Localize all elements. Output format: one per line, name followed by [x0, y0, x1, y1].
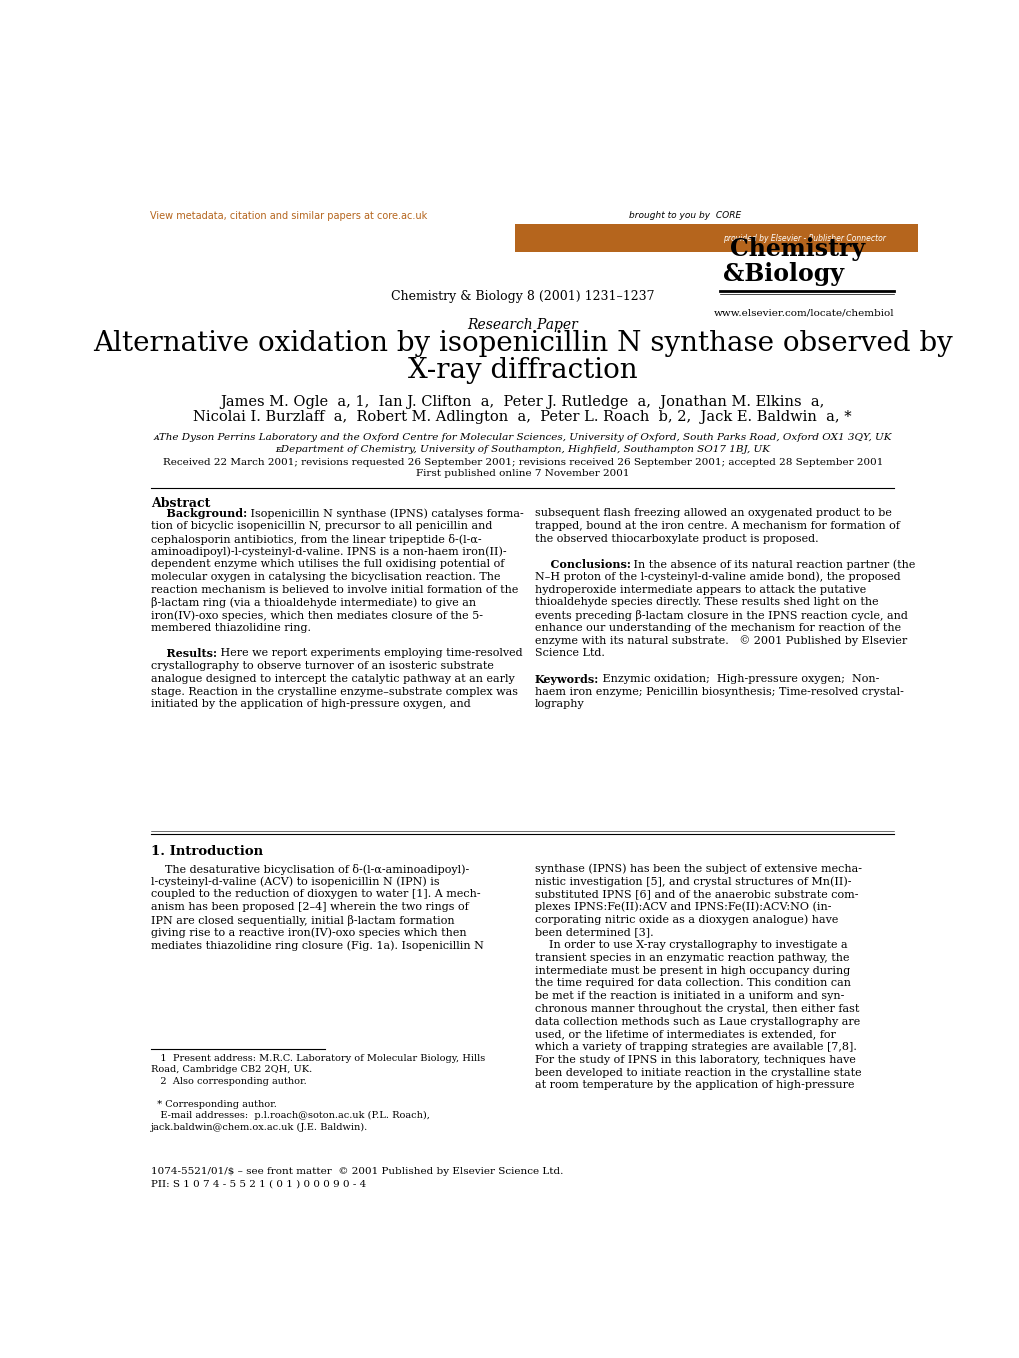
Text: www.elsevier.com/locate/chembiol: www.elsevier.com/locate/chembiol — [713, 308, 894, 318]
Text: l-cysteinyl-d-valine (ACV) to isopenicillin N (IPN) is: l-cysteinyl-d-valine (ACV) to isopenicil… — [151, 876, 439, 887]
Text: ᴀThe Dyson Perrins Laboratory and the Oxford Centre for Molecular Sciences, Univ: ᴀThe Dyson Perrins Laboratory and the Ox… — [153, 433, 892, 443]
Text: Results:: Results: — [151, 648, 217, 660]
Text: giving rise to a reactive iron(IV)-oxo species which then: giving rise to a reactive iron(IV)-oxo s… — [151, 928, 467, 938]
Text: used, or the lifetime of intermediates is extended, for: used, or the lifetime of intermediates i… — [534, 1029, 835, 1039]
Text: plexes IPNS:Fe(II):ACV and IPNS:Fe(II):ACV:NO (in-: plexes IPNS:Fe(II):ACV and IPNS:Fe(II):A… — [534, 902, 830, 913]
Text: dependent enzyme which utilises the full oxidising potential of: dependent enzyme which utilises the full… — [151, 559, 504, 569]
FancyBboxPatch shape — [515, 224, 917, 253]
Text: substituted IPNS [6] and of the anaerobic substrate com-: substituted IPNS [6] and of the anaerobi… — [534, 889, 857, 899]
Text: been determined [3].: been determined [3]. — [534, 928, 652, 937]
Text: View metadata, citation and similar papers at core.ac.uk: View metadata, citation and similar pape… — [150, 210, 427, 221]
Text: tion of bicyclic isopenicillin N, precursor to all penicillin and: tion of bicyclic isopenicillin N, precur… — [151, 520, 492, 531]
Text: Chemistry & Biology 8 (2001) 1231–1237: Chemistry & Biology 8 (2001) 1231–1237 — [390, 291, 654, 303]
Text: chronous manner throughout the crystal, then either fast: chronous manner throughout the crystal, … — [534, 1004, 858, 1014]
Text: trapped, bound at the iron centre. A mechanism for formation of: trapped, bound at the iron centre. A mec… — [534, 520, 899, 531]
Text: been developed to initiate reaction in the crystalline state: been developed to initiate reaction in t… — [534, 1067, 860, 1078]
Text: In the absence of its natural reaction partner (the: In the absence of its natural reaction p… — [630, 559, 915, 569]
Text: data collection methods such as Laue crystallography are: data collection methods such as Laue cry… — [534, 1017, 859, 1027]
Text: β-lactam ring (via a thioaldehyde intermediate) to give an: β-lactam ring (via a thioaldehyde interm… — [151, 598, 476, 608]
Text: stage. Reaction in the crystalline enzyme–substrate complex was: stage. Reaction in the crystalline enzym… — [151, 687, 518, 697]
Text: Here we report experiments employing time-resolved: Here we report experiments employing tim… — [217, 648, 523, 659]
Text: jack.baldwin@chem.ox.ac.uk (J.E. Baldwin).: jack.baldwin@chem.ox.ac.uk (J.E. Baldwin… — [151, 1123, 368, 1133]
Text: * Corresponding author.: * Corresponding author. — [151, 1100, 277, 1109]
Text: Enzymic oxidation;  High-pressure oxygen;  Non-: Enzymic oxidation; High-pressure oxygen;… — [598, 674, 878, 684]
Text: 1. Introduction: 1. Introduction — [151, 845, 263, 858]
Text: reaction mechanism is believed to involve initial formation of the: reaction mechanism is believed to involv… — [151, 584, 518, 595]
Text: the observed thiocarboxylate product is proposed.: the observed thiocarboxylate product is … — [534, 534, 817, 543]
Text: IPN are closed sequentially, initial β-lactam formation: IPN are closed sequentially, initial β-l… — [151, 914, 454, 926]
Text: subsequent flash freezing allowed an oxygenated product to be: subsequent flash freezing allowed an oxy… — [534, 508, 891, 517]
Text: Isopenicillin N synthase (IPNS) catalyses forma-: Isopenicillin N synthase (IPNS) catalyse… — [247, 508, 524, 519]
Text: N–H proton of the l-cysteinyl-d-valine amide bond), the proposed: N–H proton of the l-cysteinyl-d-valine a… — [534, 572, 900, 583]
Text: Road, Cambridge CB2 2QH, UK.: Road, Cambridge CB2 2QH, UK. — [151, 1066, 312, 1074]
Text: be met if the reaction is initiated in a uniform and syn-: be met if the reaction is initiated in a… — [534, 991, 843, 1001]
Text: X-ray diffraction: X-ray diffraction — [408, 357, 637, 383]
Text: Nicolai I. Burzlaff  a,  Robert M. Adlington  a,  Peter L. Roach  b, 2,  Jack E.: Nicolai I. Burzlaff a, Robert M. Adlingt… — [194, 410, 851, 425]
Text: lography: lography — [534, 699, 584, 709]
Text: the time required for data collection. This condition can: the time required for data collection. T… — [534, 978, 850, 989]
Text: initiated by the application of high-pressure oxygen, and: initiated by the application of high-pre… — [151, 699, 471, 709]
Text: Keywords:: Keywords: — [534, 674, 598, 684]
Text: For the study of IPNS in this laboratory, techniques have: For the study of IPNS in this laboratory… — [534, 1055, 855, 1065]
Text: In order to use X-ray crystallography to investigate a: In order to use X-ray crystallography to… — [534, 940, 847, 951]
Text: synthase (IPNS) has been the subject of extensive mecha-: synthase (IPNS) has been the subject of … — [534, 864, 861, 875]
Text: Abstract: Abstract — [151, 497, 210, 509]
Text: Conclusions:: Conclusions: — [534, 559, 630, 570]
Text: corporating nitric oxide as a dioxygen analogue) have: corporating nitric oxide as a dioxygen a… — [534, 914, 838, 925]
Text: at room temperature by the application of high-pressure: at room temperature by the application o… — [534, 1081, 853, 1090]
Text: Science Ltd.: Science Ltd. — [534, 648, 604, 659]
Text: analogue designed to intercept the catalytic pathway at an early: analogue designed to intercept the catal… — [151, 674, 515, 684]
Text: Research Paper: Research Paper — [467, 318, 578, 333]
Text: aminoadipoyl)-l-cysteinyl-d-valine. IPNS is a non-haem iron(II)-: aminoadipoyl)-l-cysteinyl-d-valine. IPNS… — [151, 546, 506, 557]
Text: First published online 7 November 2001: First published online 7 November 2001 — [416, 469, 629, 478]
Text: 1  Present address: M.R.C. Laboratory of Molecular Biology, Hills: 1 Present address: M.R.C. Laboratory of … — [151, 1054, 485, 1063]
Text: anism has been proposed [2–4] wherein the two rings of: anism has been proposed [2–4] wherein th… — [151, 902, 469, 911]
Text: Background:: Background: — [151, 508, 247, 519]
Text: The desaturative bicyclisation of δ-(l-α-aminoadipoyl)-: The desaturative bicyclisation of δ-(l-α… — [151, 864, 469, 875]
Text: Alternative oxidation by isopenicillin N synthase observed by: Alternative oxidation by isopenicillin N… — [93, 330, 952, 357]
Text: 2  Also corresponding author.: 2 Also corresponding author. — [151, 1077, 307, 1086]
Text: 1074-5521/01/$ – see front matter  © 2001 Published by Elsevier Science Ltd.: 1074-5521/01/$ – see front matter © 2001… — [151, 1167, 564, 1176]
Text: iron(IV)-oxo species, which then mediates closure of the 5-: iron(IV)-oxo species, which then mediate… — [151, 610, 483, 621]
Text: events preceding β-lactam closure in the IPNS reaction cycle, and: events preceding β-lactam closure in the… — [534, 610, 907, 621]
Text: Received 22 March 2001; revisions requested 26 September 2001; revisions receive: Received 22 March 2001; revisions reques… — [162, 458, 882, 467]
Text: E-mail addresses:  p.l.roach@soton.ac.uk (P.L. Roach),: E-mail addresses: p.l.roach@soton.ac.uk … — [151, 1111, 430, 1120]
Text: thioaldehyde species directly. These results shed light on the: thioaldehyde species directly. These res… — [534, 598, 877, 607]
Text: enhance our understanding of the mechanism for reaction of the: enhance our understanding of the mechani… — [534, 623, 900, 633]
Text: PII: S 1 0 7 4 - 5 5 2 1 ( 0 1 ) 0 0 0 9 0 - 4: PII: S 1 0 7 4 - 5 5 2 1 ( 0 1 ) 0 0 0 9… — [151, 1179, 366, 1188]
Text: which a variety of trapping strategies are available [7,8].: which a variety of trapping strategies a… — [534, 1042, 856, 1052]
Text: &Biology: &Biology — [722, 262, 843, 287]
Text: membered thiazolidine ring.: membered thiazolidine ring. — [151, 623, 311, 633]
Text: nistic investigation [5], and crystal structures of Mn(II)-: nistic investigation [5], and crystal st… — [534, 876, 850, 887]
Text: transient species in an enzymatic reaction pathway, the: transient species in an enzymatic reacti… — [534, 953, 848, 963]
Text: intermediate must be present in high occupancy during: intermediate must be present in high occ… — [534, 966, 849, 975]
Text: haem iron enzyme; Penicillin biosynthesis; Time-resolved crystal-: haem iron enzyme; Penicillin biosynthesi… — [534, 687, 903, 697]
Text: molecular oxygen in catalysing the bicyclisation reaction. The: molecular oxygen in catalysing the bicyc… — [151, 572, 500, 581]
Text: mediates thiazolidine ring closure (Fig. 1a). Isopenicillin N: mediates thiazolidine ring closure (Fig.… — [151, 940, 484, 951]
Text: brought to you by  CORE: brought to you by CORE — [629, 210, 741, 220]
Text: coupled to the reduction of dioxygen to water [1]. A mech-: coupled to the reduction of dioxygen to … — [151, 889, 480, 899]
Text: hydroperoxide intermediate appears to attack the putative: hydroperoxide intermediate appears to at… — [534, 584, 865, 595]
Text: ᴇDepartment of Chemistry, University of Southampton, Highfield, Southampton SO17: ᴇDepartment of Chemistry, University of … — [275, 444, 769, 454]
Text: crystallography to observe turnover of an isosteric substrate: crystallography to observe turnover of a… — [151, 661, 493, 671]
Text: Chemistry: Chemistry — [730, 236, 864, 261]
Text: James M. Ogle  a, 1,  Ian J. Clifton  a,  Peter J. Rutledge  a,  Jonathan M. Elk: James M. Ogle a, 1, Ian J. Clifton a, Pe… — [220, 395, 824, 409]
Text: provided by Elsevier - Publisher Connector: provided by Elsevier - Publisher Connect… — [722, 234, 884, 243]
Text: enzyme with its natural substrate.   © 2001 Published by Elsevier: enzyme with its natural substrate. © 200… — [534, 636, 906, 646]
Text: cephalosporin antibiotics, from the linear tripeptide δ-(l-α-: cephalosporin antibiotics, from the line… — [151, 534, 481, 545]
